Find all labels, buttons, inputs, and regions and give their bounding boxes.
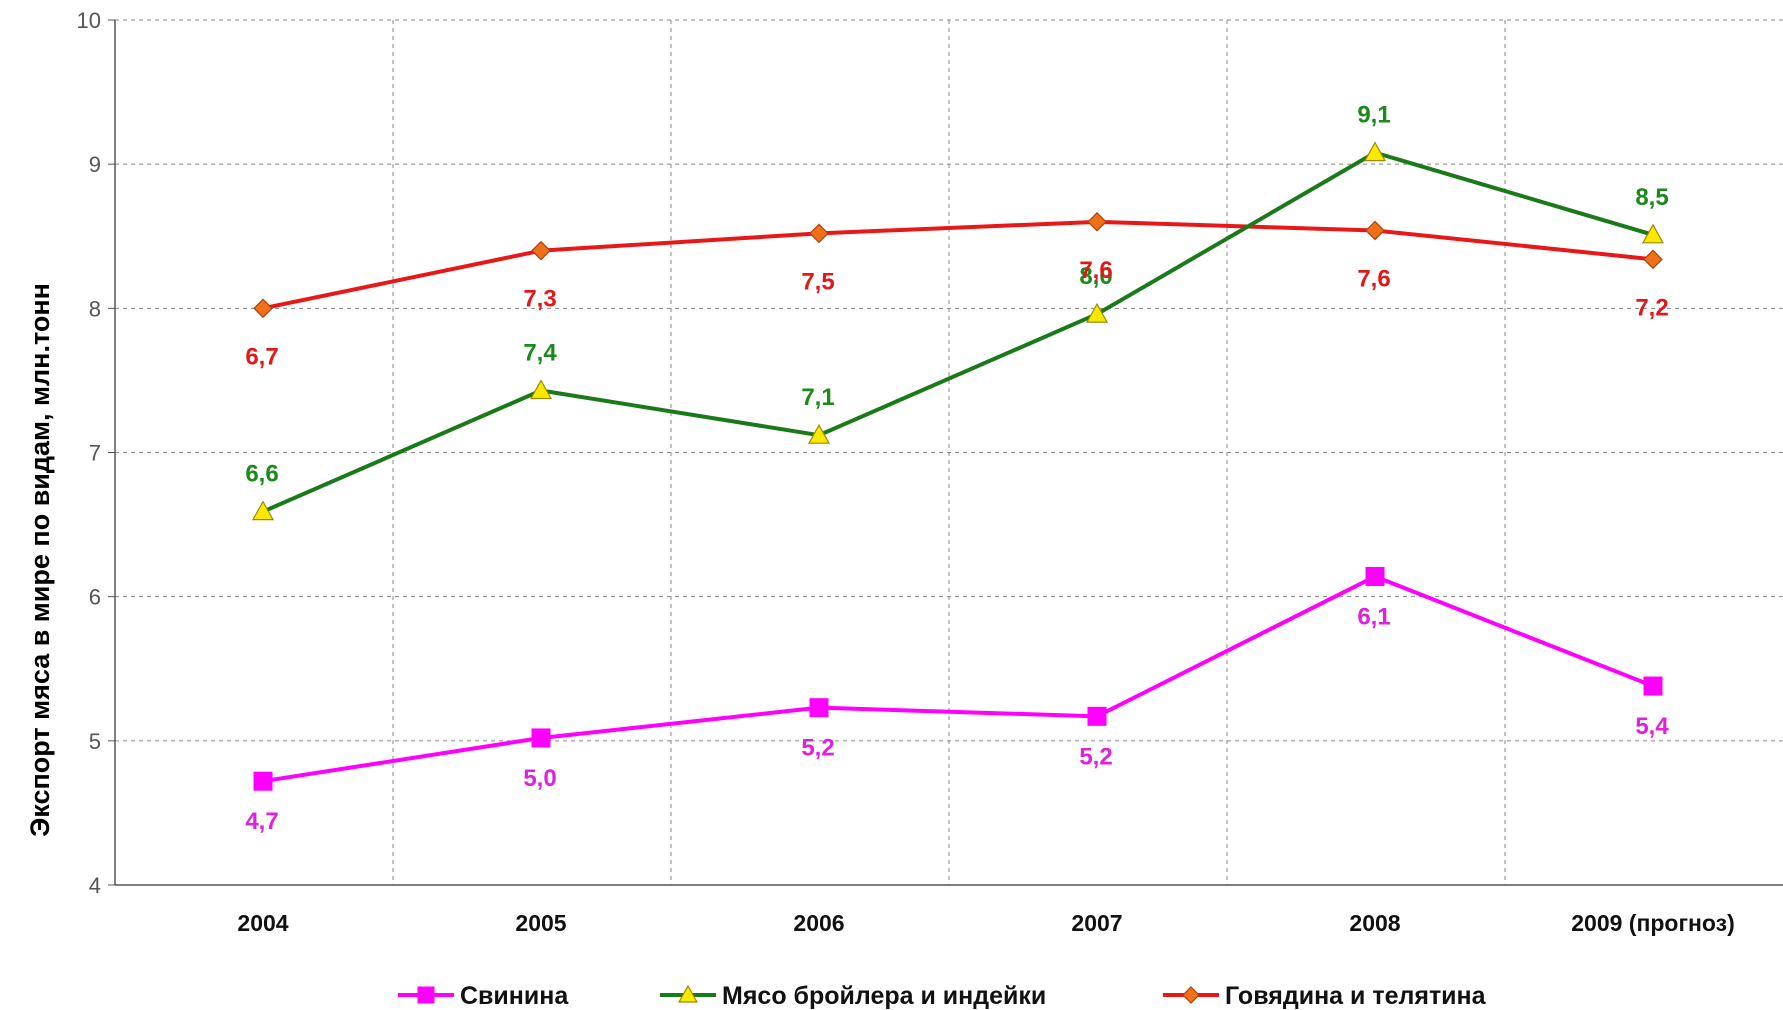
data-point (809, 698, 829, 718)
data-label: 5,2 (801, 735, 834, 762)
data-point (531, 728, 551, 748)
data-label: 5,4 (1635, 713, 1669, 740)
axes (108, 19, 1783, 886)
x-tick-label: 2007 (1071, 910, 1122, 936)
data-point (531, 240, 551, 261)
y-tick-labels: 4 5 6 7 8 9 10 (77, 8, 101, 898)
data-point (253, 771, 273, 791)
legend-marker (417, 986, 435, 1004)
data-point (1365, 220, 1385, 241)
data-label: 4,7 (245, 808, 278, 835)
grid (115, 19, 1783, 886)
data-label: 6,6 (245, 461, 278, 488)
legend: Свинина Мясо бройлера и индейки Говядина и… (398, 982, 1487, 1010)
y-tick-label: 5 (89, 729, 101, 754)
series-layer (251, 141, 1665, 791)
x-tick-labels: 2004 2005 2006 2007 2008 2009 (прогноз) (237, 910, 1734, 936)
data-label: 5,2 (1079, 743, 1112, 770)
legend-label: Мясо бройлера и индейки (722, 982, 1046, 1010)
legend-label: Свинина (460, 982, 569, 1010)
data-point (253, 298, 273, 319)
y-tick-label: 4 (89, 873, 101, 898)
y-axis-label: Экспорт мяса в мире по видам, млн.тонн (25, 283, 55, 837)
data-label: 6,1 (1357, 603, 1390, 630)
data-point (251, 500, 275, 521)
data-label: 7,5 (801, 268, 834, 295)
data-point (1643, 249, 1663, 270)
data-point (1087, 706, 1107, 726)
data-label: 7,1 (801, 384, 834, 411)
series-line (262, 574, 1654, 784)
data-point (1087, 211, 1107, 232)
data-labels-layer: 4,7 5,0 5,2 5,2 6,1 5,4 6,6 7,4 7,1 8,0 9,1 8,5 6,7 7… (245, 102, 1669, 836)
data-point (1085, 302, 1109, 323)
legend-marker (1182, 986, 1200, 1004)
data-label: 5,0 (523, 765, 556, 792)
x-tick-label: 2006 (793, 910, 844, 936)
data-point (1363, 141, 1387, 162)
y-tick-label: 7 (89, 441, 101, 466)
data-label: 9,1 (1357, 102, 1390, 129)
data-point (1643, 676, 1663, 696)
data-label: 7,6 (1357, 265, 1390, 292)
x-tick-label: 2004 (237, 910, 288, 936)
x-tick-label: 2005 (515, 910, 566, 936)
legend-label: Говядина и телятина (1225, 982, 1487, 1010)
data-label: 8,0 (1079, 263, 1112, 290)
x-tick-label: 2009 (прогноз) (1571, 910, 1735, 936)
y-tick-label: 10 (77, 8, 101, 33)
data-label: 7,2 (1635, 294, 1668, 321)
data-label: 8,5 (1635, 184, 1668, 211)
data-label: 7,6 (1079, 257, 1112, 284)
y-tick-label: 9 (89, 152, 101, 177)
data-point (1641, 223, 1665, 244)
data-point (807, 423, 831, 444)
series-line (262, 219, 1654, 311)
legend-marker (677, 984, 699, 1003)
y-tick-label: 6 (89, 585, 101, 610)
data-label: 7,4 (523, 340, 557, 367)
data-label: 7,3 (523, 286, 556, 313)
data-point (529, 379, 553, 400)
y-tick-label: 8 (89, 296, 101, 321)
data-point (1365, 566, 1385, 586)
series-line (262, 150, 1654, 514)
data-label: 6,7 (245, 343, 278, 370)
x-tick-label: 2008 (1349, 910, 1400, 936)
data-point (809, 223, 829, 244)
